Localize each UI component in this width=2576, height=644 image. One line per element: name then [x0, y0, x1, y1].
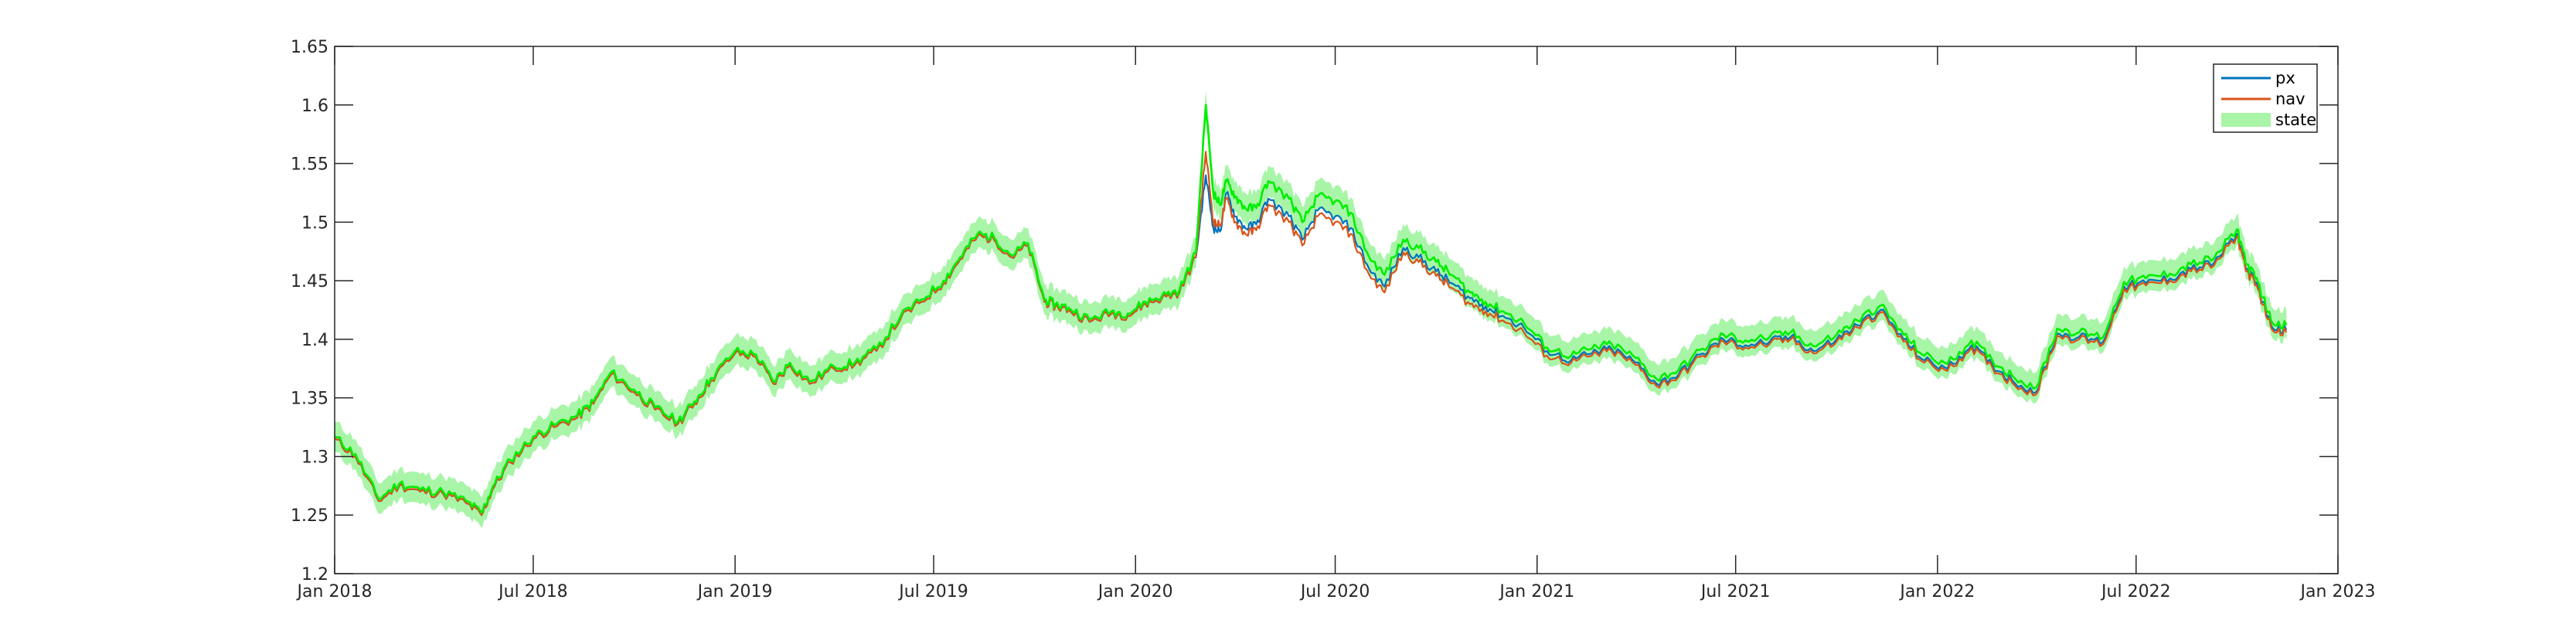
y-tick-label: 1.6 [301, 97, 328, 116]
y-axis: 1.2 1.25 1.3 1.35 1.4 1.45 1.5 1.55 1.6 1.65 [291, 38, 2338, 584]
x-tick-label: Jul 2019 [897, 582, 968, 601]
y-tick-label: 1.65 [291, 38, 328, 57]
x-tick-label: Jul 2018 [497, 582, 568, 601]
x-tick-label: Jan 2020 [1097, 582, 1173, 601]
x-tick-label: Jul 2020 [1299, 582, 1370, 601]
x-tick-label: Jan 2021 [1498, 582, 1574, 601]
x-tick-label: Jul 2022 [2100, 582, 2171, 601]
series-layer [334, 104, 2288, 516]
y-tick-label: 1.55 [291, 155, 328, 175]
x-axis: Jan 2018 Jul 2018 Jan 2019 Jul 2019 Jan 2020… [296, 46, 2376, 601]
y-tick-label: 1.4 [301, 331, 328, 350]
y-tick-label: 1.5 [301, 213, 328, 233]
series-line-state [334, 104, 2288, 514]
x-tick-label: Jan 2023 [2299, 582, 2376, 601]
x-tick-label: Jan 2018 [296, 582, 373, 601]
x-tick-label: Jan 2019 [696, 582, 773, 601]
plot-background [335, 46, 2338, 574]
y-tick-label: 1.35 [291, 390, 328, 409]
legend-label-state: state [2275, 111, 2316, 129]
plot-frame [334, 46, 2339, 574]
x-tick-label: Jul 2021 [1700, 582, 1771, 601]
y-tick-label: 1.2 [301, 565, 328, 584]
x-tick-label: Jan 2022 [1898, 582, 1975, 601]
y-tick-label: 1.45 [291, 272, 328, 291]
legend-swatch-state [2221, 113, 2271, 127]
legend-label-px: px [2275, 69, 2295, 87]
legend-label-nav: nav [2275, 90, 2305, 108]
legend: px nav state [2213, 63, 2318, 133]
y-tick-label: 1.3 [301, 448, 328, 467]
y-tick-label: 1.25 [291, 506, 328, 526]
